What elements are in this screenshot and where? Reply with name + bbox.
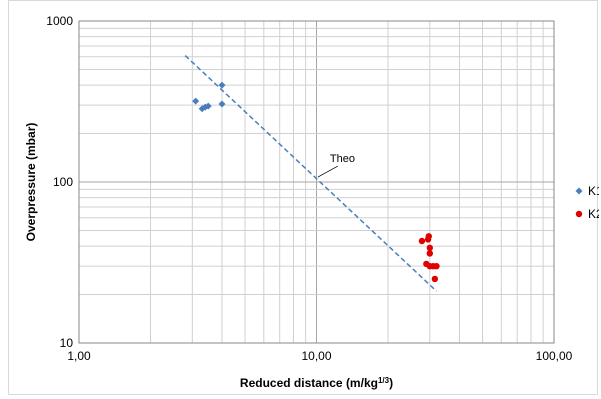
theory-line-group: Theo bbox=[184, 55, 437, 292]
x-tick-label: 100,00 bbox=[536, 349, 573, 363]
point-k1 bbox=[218, 100, 226, 108]
x-axis-title-main: Reduced distance (m/kg bbox=[240, 376, 378, 390]
point-k1 bbox=[204, 102, 212, 110]
point-k2 bbox=[418, 237, 426, 245]
legend: K1 K2 bbox=[575, 184, 599, 221]
theory-line bbox=[184, 55, 437, 292]
x-axis-title-sup: 1/3 bbox=[378, 376, 390, 385]
theory-label-leader bbox=[317, 165, 339, 178]
plot-area-border bbox=[78, 20, 555, 344]
legend-label-k1: K1 bbox=[588, 184, 599, 198]
theory-label: Theo bbox=[330, 153, 355, 165]
data-points bbox=[192, 81, 440, 283]
y-tick-label: 100 bbox=[53, 175, 73, 189]
y-axis-title: Overpressure (mbar) bbox=[24, 123, 38, 242]
point-k2 bbox=[425, 233, 432, 240]
point-k2 bbox=[431, 275, 439, 283]
chart-frame: 1,00 10,00 100,00 10 100 1000 Theo Overpressu… bbox=[8, 0, 599, 395]
legend-marker-k2 bbox=[575, 210, 583, 218]
point-k1 bbox=[192, 97, 200, 105]
legend-marker-k1 bbox=[575, 187, 583, 195]
x-tick-label: 1,00 bbox=[67, 349, 91, 363]
y-tick-label: 1000 bbox=[46, 14, 73, 28]
point-k2 bbox=[433, 262, 440, 270]
point-k2 bbox=[426, 244, 434, 252]
legend-label-k2: K2 bbox=[588, 207, 599, 221]
point-k1 bbox=[218, 81, 226, 89]
x-tick-label: 10,00 bbox=[301, 349, 331, 363]
overpressure-chart: 1,00 10,00 100,00 10 100 1000 Theo Overpressu… bbox=[24, 14, 599, 391]
point-k2 bbox=[426, 250, 434, 257]
x-axis-title: Reduced distance (m/kg1/3) bbox=[240, 376, 393, 391]
grid bbox=[79, 21, 554, 343]
y-tick-label: 10 bbox=[60, 336, 74, 350]
tick-labels: 1,00 10,00 100,00 10 100 1000 bbox=[46, 14, 572, 363]
x-axis-title-end: ) bbox=[389, 376, 393, 390]
